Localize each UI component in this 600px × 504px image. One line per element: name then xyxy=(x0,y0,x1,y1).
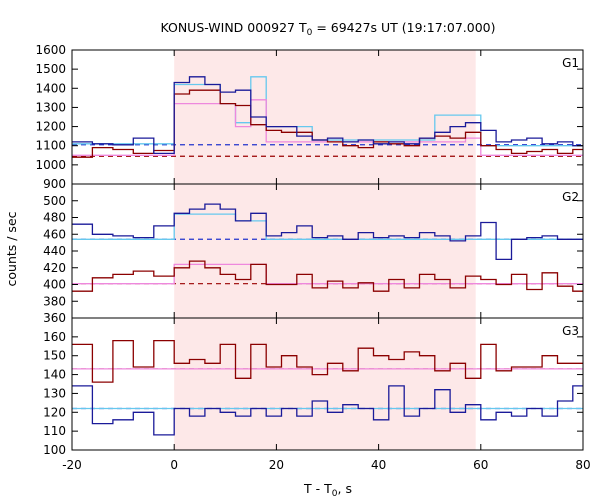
blue-histogram-g2 xyxy=(72,203,583,261)
panel-frame-g3 xyxy=(71,317,584,451)
y-tick-label-g1: 1100 xyxy=(35,139,66,153)
shade-region-g1 xyxy=(174,50,476,184)
panel-label-g3: G3 xyxy=(562,324,579,338)
y-axis-title: counts / sec xyxy=(4,211,19,286)
x-axis-title: T - T0, s xyxy=(303,481,352,499)
y-tick-label-g1: 1000 xyxy=(35,158,66,172)
chart-title-main: KONUS-WIND 000927 T xyxy=(160,20,306,35)
y-tick-label-g2: 420 xyxy=(43,261,66,275)
y-tick-label-g2: 500 xyxy=(43,194,66,208)
panel-g3-series xyxy=(72,339,583,436)
y-tick-label-g1: 1400 xyxy=(35,81,66,95)
x-tick-label: 20 xyxy=(269,458,284,472)
x-axis-title-rest: , s xyxy=(338,481,352,496)
x-tick-label: 0 xyxy=(170,458,178,472)
panel-g1-series xyxy=(72,76,583,158)
chart-title-subscript: 0 xyxy=(307,28,313,38)
y-tick-label-g3: 140 xyxy=(43,368,66,382)
y-tick-label-g2: 460 xyxy=(43,227,66,241)
panel-label-g2: G2 xyxy=(562,190,579,204)
shade-regions xyxy=(174,50,476,450)
y-tick-label-g3: 100 xyxy=(43,443,66,457)
y-tick-label-g2: 380 xyxy=(43,294,66,308)
shade-region-g2 xyxy=(174,184,476,318)
y-tick-label-g2: 400 xyxy=(43,278,66,292)
y-tick-label-g1: 1500 xyxy=(35,62,66,76)
x-axis-title-subscript: 0 xyxy=(332,489,338,499)
chart-title: KONUS-WIND 000927 T0 = 69427s UT (19:17:… xyxy=(160,20,495,38)
y-tick-label-g3: 160 xyxy=(43,330,66,344)
red-histogram-g1 xyxy=(72,89,583,158)
blue-histogram-g3 xyxy=(72,385,583,436)
y-tick-label-g3: 130 xyxy=(43,386,66,400)
y-tick-label-g2: 360 xyxy=(43,311,66,325)
y-tick-label-g1: 900 xyxy=(43,177,66,191)
y-tick-label-g1: 1300 xyxy=(35,100,66,114)
x-axis-title-main: T - T xyxy=(303,481,332,496)
red-histogram-g3 xyxy=(72,339,583,383)
pink-fit-g1 xyxy=(72,99,583,156)
blue-histogram-g1 xyxy=(72,76,583,155)
y-tick-label-g3: 120 xyxy=(43,405,66,419)
panel-g2-series xyxy=(72,203,583,292)
chart-title-rest: = 69427s UT (19:17:07.000) xyxy=(312,20,495,35)
y-tick-label-g2: 440 xyxy=(43,244,66,258)
x-tick-label: -20 xyxy=(62,458,82,472)
shade-region-g3 xyxy=(174,318,476,450)
y-tick-label-g3: 150 xyxy=(43,349,66,363)
panel-label-g1: G1 xyxy=(562,56,579,70)
y-tick-label-g2: 480 xyxy=(43,211,66,225)
x-tick-label: 80 xyxy=(575,458,590,472)
x-tick-label: 60 xyxy=(473,458,488,472)
red-histogram-g2 xyxy=(72,260,583,292)
tick-labels: 9001000110012001300140015001600G13603804… xyxy=(35,43,590,472)
series-layer xyxy=(72,76,583,436)
y-tick-label-g1: 1200 xyxy=(35,120,66,134)
y-tick-label-g3: 110 xyxy=(43,424,66,438)
x-tick-label: 40 xyxy=(371,458,386,472)
y-tick-label-g1: 1600 xyxy=(35,43,66,57)
tick-marks xyxy=(71,49,584,451)
